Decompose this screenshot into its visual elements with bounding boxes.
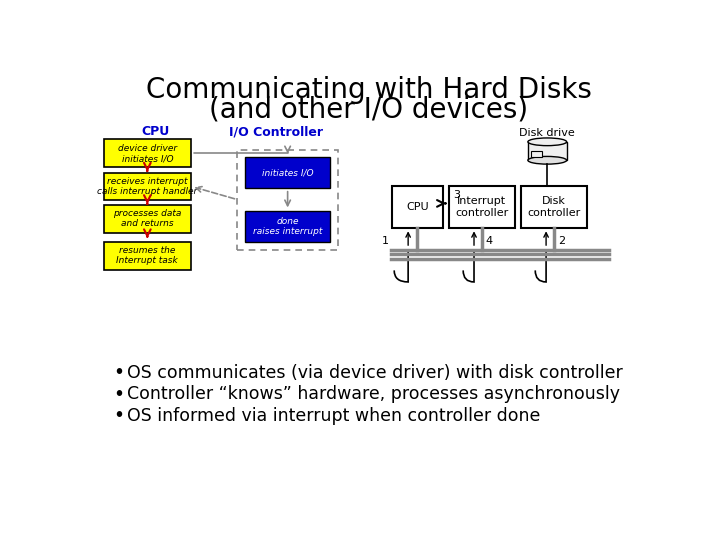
Text: done
raises interrupt: done raises interrupt <box>253 217 323 236</box>
Bar <box>238 150 338 249</box>
Text: •: • <box>113 385 125 404</box>
Text: initiates I/O: initiates I/O <box>262 168 313 177</box>
Text: Disk
controller: Disk controller <box>527 197 580 218</box>
Text: Controller “knows” hardware, processes asynchronously: Controller “knows” hardware, processes a… <box>127 386 620 403</box>
Bar <box>245 211 330 242</box>
Text: I/O Controller: I/O Controller <box>229 125 323 138</box>
Text: •: • <box>113 363 125 382</box>
Bar <box>104 139 191 167</box>
Text: resumes the
Interrupt task: resumes the Interrupt task <box>117 246 179 266</box>
Text: device driver
initiates I/O: device driver initiates I/O <box>118 144 177 163</box>
Text: •: • <box>113 407 125 426</box>
Bar <box>392 186 443 228</box>
Bar <box>104 242 191 269</box>
Text: (and other I/O devices): (and other I/O devices) <box>210 96 528 124</box>
Text: 3: 3 <box>453 190 459 200</box>
Text: Interrupt
controller: Interrupt controller <box>455 197 508 218</box>
Bar <box>104 205 191 233</box>
Text: 1: 1 <box>382 236 389 246</box>
Text: OS informed via interrupt when controller done: OS informed via interrupt when controlle… <box>127 407 541 425</box>
Text: CPU: CPU <box>406 202 428 212</box>
Bar <box>245 157 330 188</box>
Bar <box>449 186 515 228</box>
Text: OS communicates (via device driver) with disk controller: OS communicates (via device driver) with… <box>127 364 623 382</box>
Bar <box>528 142 567 160</box>
Text: 4: 4 <box>485 236 492 246</box>
Text: Disk drive: Disk drive <box>519 127 575 138</box>
Bar <box>531 151 542 157</box>
Bar <box>104 173 191 200</box>
Text: processes data
and returns: processes data and returns <box>113 209 181 228</box>
Text: Communicating with Hard Disks: Communicating with Hard Disks <box>146 76 592 104</box>
Text: receives interrupt
calls interrupt handler: receives interrupt calls interrupt handl… <box>97 177 197 196</box>
Bar <box>521 186 587 228</box>
Text: CPU: CPU <box>142 125 170 138</box>
Text: 2: 2 <box>558 236 564 246</box>
Ellipse shape <box>528 138 567 146</box>
Ellipse shape <box>528 157 567 164</box>
